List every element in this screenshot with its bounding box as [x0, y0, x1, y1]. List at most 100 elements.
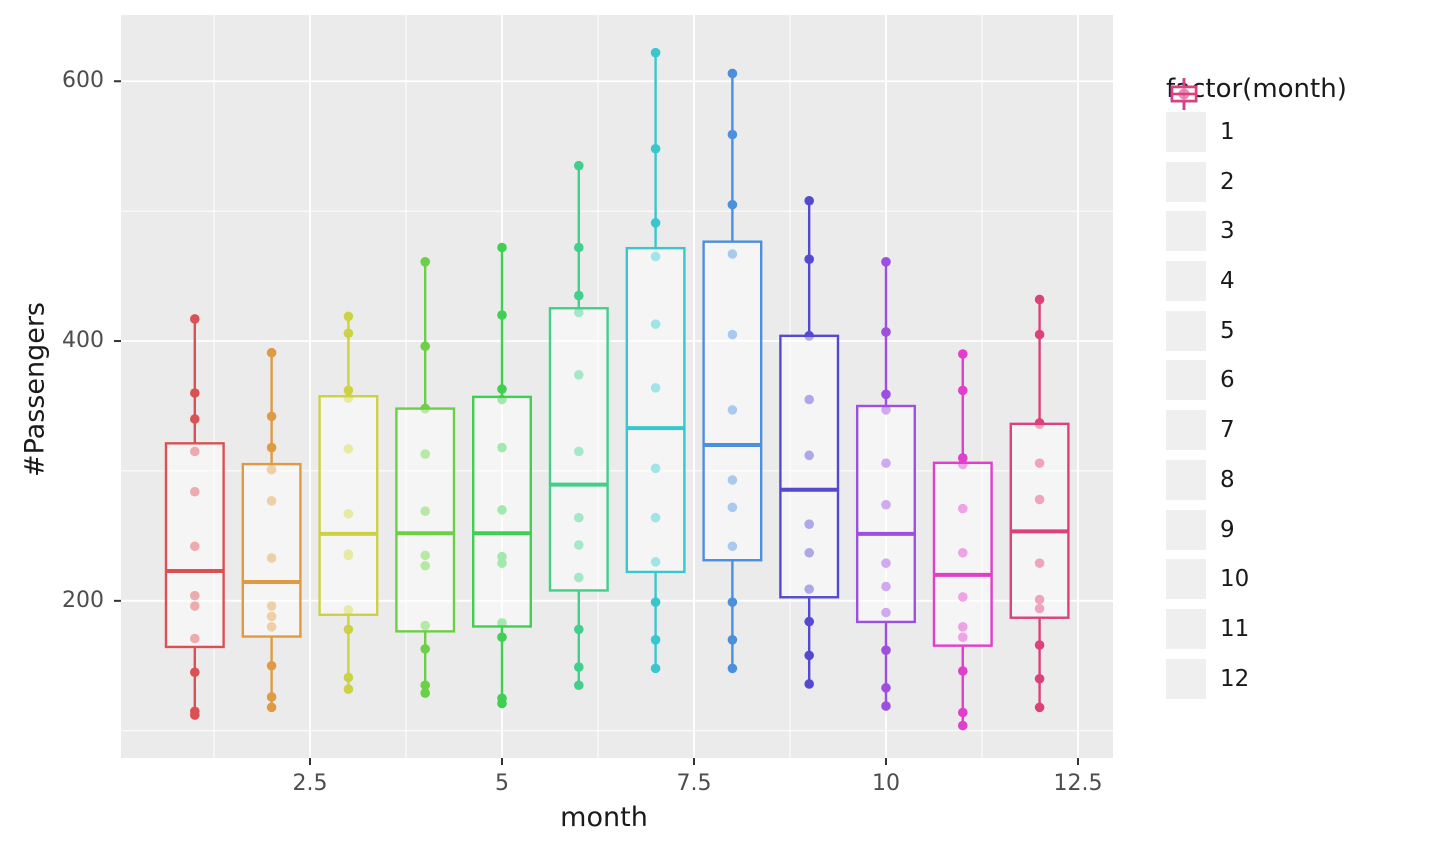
data-point [573, 662, 584, 672]
data-point [957, 349, 968, 359]
data-point [727, 68, 738, 79]
legend: factor(month) 1 2 3 4 [1164, 74, 1424, 708]
data-point [266, 702, 277, 713]
data-point [1034, 329, 1045, 340]
boxplot-month-3 [318, 311, 379, 694]
data-point [727, 129, 738, 140]
data-point [190, 667, 200, 678]
data-point [497, 242, 507, 253]
data-point [727, 634, 738, 645]
box [779, 334, 840, 599]
box [164, 442, 225, 649]
legend-item-label: 3 [1220, 218, 1235, 245]
data-point [727, 663, 738, 674]
boxplot-key-icon [1166, 78, 1206, 550]
boxplot-key-icon [1166, 78, 1206, 500]
boxplot-key-icon [1166, 78, 1206, 302]
boxplot-key-icon [1166, 78, 1206, 202]
boxplot-month-9 [779, 195, 840, 689]
data-point [650, 143, 661, 154]
data-point [497, 384, 507, 394]
legend-item-label: 4 [1220, 268, 1235, 295]
data-point [497, 310, 507, 320]
box [318, 395, 379, 616]
data-point [190, 388, 200, 398]
data-point [727, 597, 738, 607]
data-point [881, 257, 891, 267]
legend-item-label: 7 [1220, 417, 1235, 444]
boxplot-month-12 [1009, 294, 1070, 713]
data-point [343, 684, 354, 694]
data-point [573, 242, 584, 253]
legend-item-3: 3 [1164, 78, 1424, 252]
data-point [573, 160, 584, 171]
data-point [266, 411, 277, 422]
data-point [881, 645, 891, 655]
data-point [804, 195, 814, 206]
box [855, 404, 916, 624]
data-point [650, 218, 661, 228]
legend-item-label: 9 [1220, 516, 1235, 543]
legend-item-1: 1 [1164, 78, 1424, 152]
data-point [1034, 640, 1045, 650]
data-point [343, 672, 354, 683]
legend-item-7: 7 [1164, 78, 1424, 451]
legend-item-label: 5 [1220, 317, 1235, 344]
data-point [343, 385, 354, 396]
legend-item-8: 8 [1164, 78, 1424, 500]
boxplot-key-icon [1166, 78, 1206, 252]
box [932, 461, 993, 647]
data-point [804, 679, 814, 689]
data-point [343, 624, 354, 635]
data-point [881, 701, 891, 711]
data-point [1034, 673, 1045, 684]
boxplot-month-4 [395, 257, 456, 698]
legend-item-label: 10 [1220, 566, 1250, 593]
data-point [343, 328, 354, 339]
data-point [420, 688, 430, 698]
data-point [650, 597, 661, 607]
data-point [497, 632, 507, 642]
legend-item-9: 9 [1164, 78, 1424, 550]
data-point [650, 634, 661, 645]
x-tick-label: 10 [871, 771, 900, 796]
y-axis-title: #Passengers [19, 302, 51, 478]
data-point [957, 453, 968, 463]
data-point [881, 389, 891, 400]
data-point [420, 680, 430, 691]
x-tick-label: 7.5 [676, 771, 712, 796]
legend-item-2: 2 [1164, 78, 1424, 202]
box [241, 462, 302, 638]
legend-item-label: 6 [1220, 367, 1235, 394]
axis-tick-marks [114, 80, 1079, 765]
legend-title: factor(month) [1166, 74, 1347, 104]
data-point [266, 347, 277, 358]
data-point [881, 327, 891, 337]
x-tick-label: 2.5 [292, 771, 328, 796]
box [625, 246, 686, 574]
legend-item-11: 11 [1164, 78, 1424, 649]
box [702, 240, 763, 562]
boxplot-key-icon [1166, 78, 1206, 699]
data-point [266, 692, 277, 702]
data-point [881, 683, 891, 693]
legend-item-label: 1 [1220, 119, 1235, 145]
data-point [573, 290, 584, 301]
legend-item-4: 4 [1164, 78, 1424, 302]
legend-item-10: 10 [1164, 78, 1424, 600]
boxplot-key-icon [1166, 78, 1206, 152]
boxplot-month-1 [164, 314, 225, 720]
boxplot-month-6 [548, 160, 609, 691]
legend-item-label: 12 [1220, 665, 1250, 692]
y-tick-label: 200 [62, 587, 104, 613]
box [471, 395, 532, 628]
data-point [957, 385, 968, 396]
legend-item-6: 6 [1164, 78, 1424, 401]
boxplot-month-7 [625, 47, 686, 674]
y-tick-label: 600 [62, 68, 104, 94]
data-point [573, 624, 584, 635]
data-point [497, 693, 507, 704]
data-point [804, 650, 814, 661]
